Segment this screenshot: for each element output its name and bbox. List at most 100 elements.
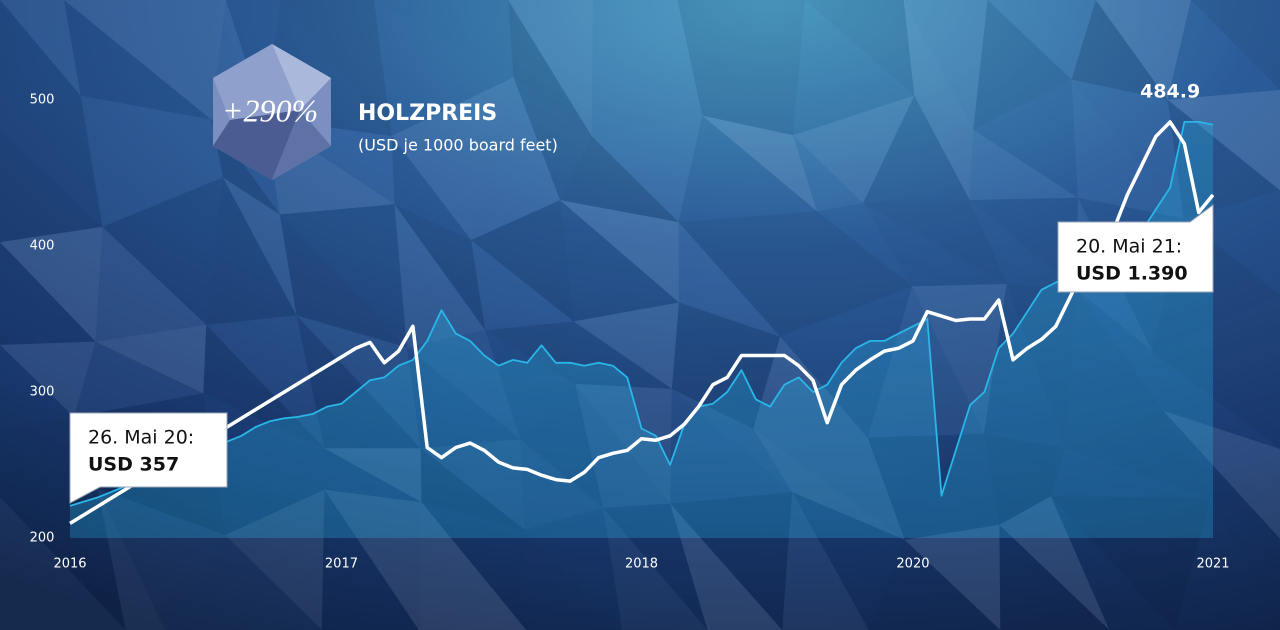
bg-facet [95, 226, 207, 342]
bg-facet [903, 0, 974, 130]
badge: +290% [213, 44, 331, 180]
bg-facet [575, 384, 671, 508]
bg-facet [867, 286, 984, 438]
bg-facet [513, 77, 592, 201]
bg-facet [983, 433, 1051, 525]
bg-facet [324, 489, 422, 630]
bg-facet [0, 0, 81, 129]
bg-facet [64, 0, 226, 120]
callout-text: USD 357 [88, 454, 179, 476]
bg-facet [753, 428, 905, 540]
bg-facet [1163, 410, 1280, 539]
bg-facet [1065, 289, 1164, 449]
x-tick-label: 2021 [1196, 557, 1229, 572]
bg-facet [1071, 0, 1168, 100]
bg-facet [1163, 410, 1280, 539]
bg-facet [1167, 99, 1280, 219]
badge-text: +290% [222, 92, 318, 128]
bg-facet [753, 336, 868, 438]
chart-subtitle: (USD je 1000 board feet) [358, 136, 558, 155]
bg-facet [0, 0, 81, 96]
bg-facet [280, 0, 392, 137]
bg-facet [560, 136, 679, 223]
bg-facet [421, 502, 527, 630]
bg-facet [782, 492, 869, 630]
bg-facet [0, 128, 103, 243]
bg-facet [670, 492, 793, 630]
bg-facet [296, 315, 421, 449]
bg-facet [983, 433, 1066, 497]
callout: 20. Mai 21: USD 1.390 [1057, 204, 1214, 293]
bg-facet [805, 0, 915, 96]
bg-facet [1065, 410, 1211, 498]
bg-facet [914, 95, 974, 201]
x-tick-label: 2017 [325, 557, 358, 572]
bg-facet [670, 503, 783, 630]
bg-facet [394, 204, 486, 348]
callout-box [69, 412, 228, 504]
bg-facet [0, 95, 103, 227]
data-label: 484.9 [1140, 81, 1200, 103]
badge-facet [272, 44, 331, 110]
x-tick-label: 2018 [625, 557, 658, 572]
x-tick-label: 2020 [896, 557, 929, 572]
bg-facet [279, 204, 407, 348]
y-tick-label: 400 [30, 239, 55, 254]
bg-facet [64, 0, 212, 120]
bg-facet [863, 203, 1007, 287]
bg-facet [560, 200, 679, 322]
bg-facet [780, 211, 913, 337]
bg-facet [391, 136, 472, 241]
bg-facet [471, 77, 561, 241]
y-tick-label: 300 [30, 385, 55, 400]
area [70, 121, 1213, 539]
callout-text: USD 1.390 [1076, 263, 1188, 285]
bg-facet [1050, 496, 1211, 630]
bg-facet [0, 226, 103, 342]
line [69, 120, 1215, 525]
chart-title: HOLZPREIS [358, 101, 497, 126]
bg-facet [0, 341, 96, 417]
bg-facet [508, 0, 594, 137]
bg-facet [1050, 496, 1175, 630]
bg-facet [678, 222, 781, 337]
x-tick-label: 2016 [53, 557, 86, 572]
bg-facet [225, 489, 325, 630]
bg-facet [573, 321, 672, 389]
bg-facet [394, 204, 486, 331]
bg-facet [324, 448, 422, 503]
bg-facet [867, 437, 1000, 540]
bg-facet [792, 492, 905, 630]
bg-facet [206, 177, 297, 325]
bg-facet [677, 0, 806, 136]
callout-box [1057, 204, 1214, 293]
line [69, 121, 1214, 507]
callout: 26. Mai 20: USD 357 [69, 412, 228, 504]
bg-facet [969, 200, 1077, 290]
plot: 200 300 400 500 2016 2017 2018 2020 2021 484.9 26.… [30, 81, 1230, 572]
bg-facet [1190, 0, 1280, 90]
bg-facet [678, 211, 817, 337]
bg-facet [671, 302, 754, 429]
bg-facet [903, 0, 988, 130]
bg-facet [867, 433, 1000, 525]
bg-facet [102, 177, 223, 325]
bg-facet [222, 177, 297, 316]
bg-facet [471, 200, 574, 322]
bg-facet [1167, 89, 1280, 191]
bg-facet [969, 197, 1078, 290]
bg-facet [573, 302, 679, 389]
bg-facet [575, 384, 672, 504]
bg-facet [912, 283, 1007, 434]
bg-facet [973, 0, 1072, 130]
bg-facet [279, 214, 407, 348]
bg-facet [520, 384, 604, 508]
callout-text: 26. Mai 20: [88, 427, 194, 449]
bg-facet [671, 388, 793, 493]
bg-facet [1095, 0, 1191, 100]
bg-facet [677, 0, 794, 136]
bg-facet [420, 448, 525, 530]
bg-facet [560, 200, 679, 303]
bg-facet [863, 95, 970, 204]
